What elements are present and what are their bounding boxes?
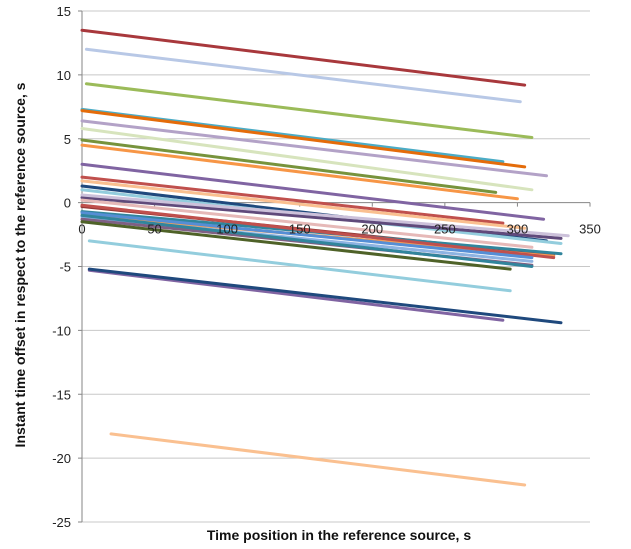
y-tick-label: 5: [64, 132, 71, 147]
series-line-7: [80, 127, 534, 192]
x-tick-label: 100: [216, 222, 238, 237]
series-line-2: [84, 47, 522, 104]
series-line-26: [80, 220, 512, 271]
series-line-8: [80, 138, 498, 194]
series-line-9: [80, 143, 519, 201]
series-line-3: [84, 82, 534, 139]
x-tick-label: 200: [361, 222, 383, 237]
y-tick-label: 10: [57, 68, 71, 83]
series-line-30: [109, 432, 527, 487]
y-tick-label: -15: [52, 387, 71, 402]
series-lines: [80, 28, 570, 487]
x-tick-label: 150: [289, 222, 311, 237]
series-line-29: [87, 267, 563, 325]
y-tick-labels: -25 -20 -15 -10 -5 0 5 10 15: [52, 4, 71, 530]
series-line-5: [80, 109, 527, 169]
y-tick-label: -25: [52, 515, 71, 530]
series-line-12: [80, 179, 527, 230]
series-line-27: [87, 239, 512, 293]
x-tick-label: 0: [78, 222, 85, 237]
x-tick-label: 50: [147, 222, 161, 237]
y-tick-label: -20: [52, 451, 71, 466]
x-tick-label: 300: [507, 222, 529, 237]
series-line-16: [80, 193, 570, 238]
x-tick-labels: 0 50 100 150 200 250 300 350: [78, 222, 600, 237]
y-axis-title: Instant time offset in respect to the re…: [12, 82, 28, 447]
series-line-22: [80, 211, 534, 260]
series-line-25: [80, 213, 534, 268]
y-tick-label: 15: [57, 4, 71, 19]
y-tick-label: -5: [59, 260, 71, 275]
x-tick-label: 350: [579, 222, 601, 237]
series-line-6: [80, 119, 548, 178]
series-line-15: [80, 196, 563, 240]
x-axis-title: Time position in the reference source, s: [207, 527, 471, 543]
y-tick-label: -10: [52, 323, 71, 338]
series-line-21: [80, 203, 556, 260]
series-line-1: [80, 28, 527, 87]
series-line-11: [80, 175, 505, 225]
series-line-17: [80, 198, 534, 249]
x-tick-label: 250: [434, 222, 456, 237]
y-tick-label: 0: [64, 196, 71, 211]
series-line-28: [87, 268, 505, 322]
gridlines: [82, 10, 590, 523]
series-line-10: [80, 162, 546, 221]
